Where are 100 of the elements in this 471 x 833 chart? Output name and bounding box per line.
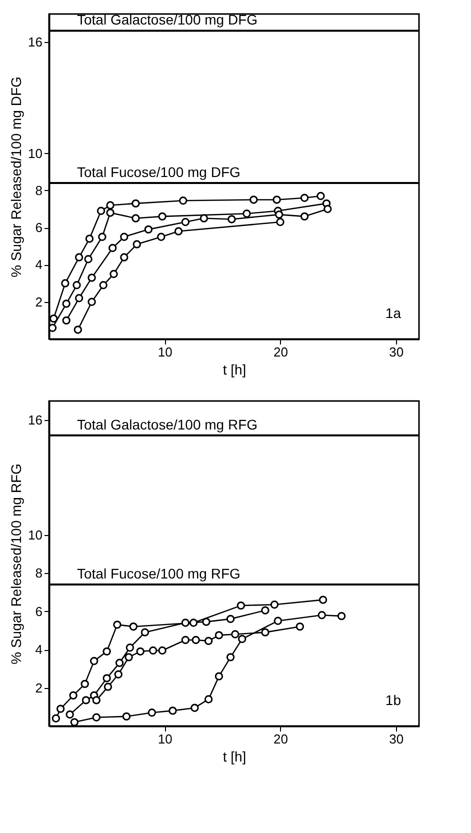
point — [231, 630, 240, 638]
point — [200, 214, 208, 222]
point — [168, 706, 177, 715]
point — [296, 622, 304, 631]
point — [190, 704, 199, 712]
point — [48, 324, 57, 332]
point — [84, 255, 92, 264]
point — [228, 215, 236, 224]
point — [179, 196, 188, 205]
point — [99, 281, 108, 290]
x-tick-label: 10 — [158, 344, 172, 360]
point — [82, 696, 90, 704]
point — [276, 218, 284, 226]
x-tick-label: 20 — [274, 344, 288, 360]
point — [62, 300, 70, 308]
point — [132, 199, 140, 208]
point — [102, 674, 111, 682]
point — [318, 596, 328, 604]
point — [192, 636, 200, 644]
point — [204, 695, 213, 704]
point — [148, 646, 158, 655]
point — [90, 656, 98, 666]
point — [85, 234, 94, 243]
y-tick-label: 10 — [28, 146, 42, 161]
point — [88, 274, 96, 282]
point — [158, 646, 166, 655]
point — [181, 218, 190, 226]
point — [62, 316, 70, 325]
point — [324, 204, 332, 214]
point — [132, 240, 141, 248]
y-tick-label: 2 — [35, 294, 42, 310]
point — [261, 606, 270, 614]
point — [70, 718, 79, 726]
x-tick-label: 30 — [389, 344, 404, 360]
point — [214, 672, 224, 680]
point — [174, 227, 183, 236]
y-tick-label: 4 — [35, 642, 42, 658]
x-tick-label: 30 — [389, 732, 404, 746]
y-tick-label: 8 — [35, 566, 42, 581]
point — [56, 704, 65, 713]
ref-line-label: Total Galactose/100 mg DFG — [77, 12, 258, 28]
point — [88, 298, 96, 306]
point — [181, 618, 190, 627]
point — [144, 225, 153, 234]
ref-line-label: Total Fucose/100 mg RFG — [77, 566, 240, 582]
point — [204, 636, 213, 646]
point — [272, 196, 281, 204]
annotation: 1a — [385, 305, 402, 321]
point — [136, 647, 144, 656]
point — [92, 713, 101, 722]
y-tick-label: 6 — [35, 220, 42, 236]
point — [300, 212, 309, 221]
point — [157, 232, 166, 241]
point — [140, 628, 150, 636]
point — [69, 691, 78, 700]
point — [98, 232, 106, 241]
point — [318, 611, 326, 620]
point — [120, 232, 128, 241]
x-axis-title: t [h] — [222, 748, 246, 764]
point — [66, 710, 74, 719]
point — [261, 628, 270, 636]
point — [250, 196, 258, 204]
point — [92, 696, 101, 704]
point — [129, 622, 138, 631]
point — [238, 634, 246, 644]
point — [113, 620, 122, 629]
point — [74, 253, 84, 262]
point — [50, 314, 58, 323]
point — [72, 281, 81, 290]
point — [102, 647, 111, 656]
point — [202, 618, 210, 626]
point — [242, 210, 251, 218]
x-tick-label: 20 — [274, 732, 288, 746]
point — [110, 270, 118, 278]
y-tick-label: 16 — [28, 34, 42, 50]
point — [124, 653, 133, 662]
point — [52, 714, 60, 722]
point — [226, 614, 235, 624]
y-tick-label: 8 — [35, 182, 42, 198]
point — [126, 644, 134, 652]
point — [104, 682, 112, 691]
point — [106, 208, 114, 217]
y-tick-label: 6 — [35, 604, 42, 619]
x-tick-label: 10 — [158, 732, 172, 746]
point — [108, 244, 117, 252]
point — [300, 194, 309, 202]
point — [106, 201, 114, 210]
y-axis-title: % Sugar Released/100 mg DFG — [8, 76, 24, 278]
point — [189, 618, 198, 627]
point — [132, 214, 140, 222]
point — [274, 210, 284, 219]
point — [226, 653, 235, 662]
point — [122, 712, 131, 721]
point — [74, 294, 84, 302]
point — [337, 612, 346, 620]
point — [274, 616, 282, 625]
y-tick-label: 10 — [28, 527, 42, 542]
point — [181, 636, 190, 644]
point — [158, 212, 166, 221]
point — [80, 680, 89, 688]
